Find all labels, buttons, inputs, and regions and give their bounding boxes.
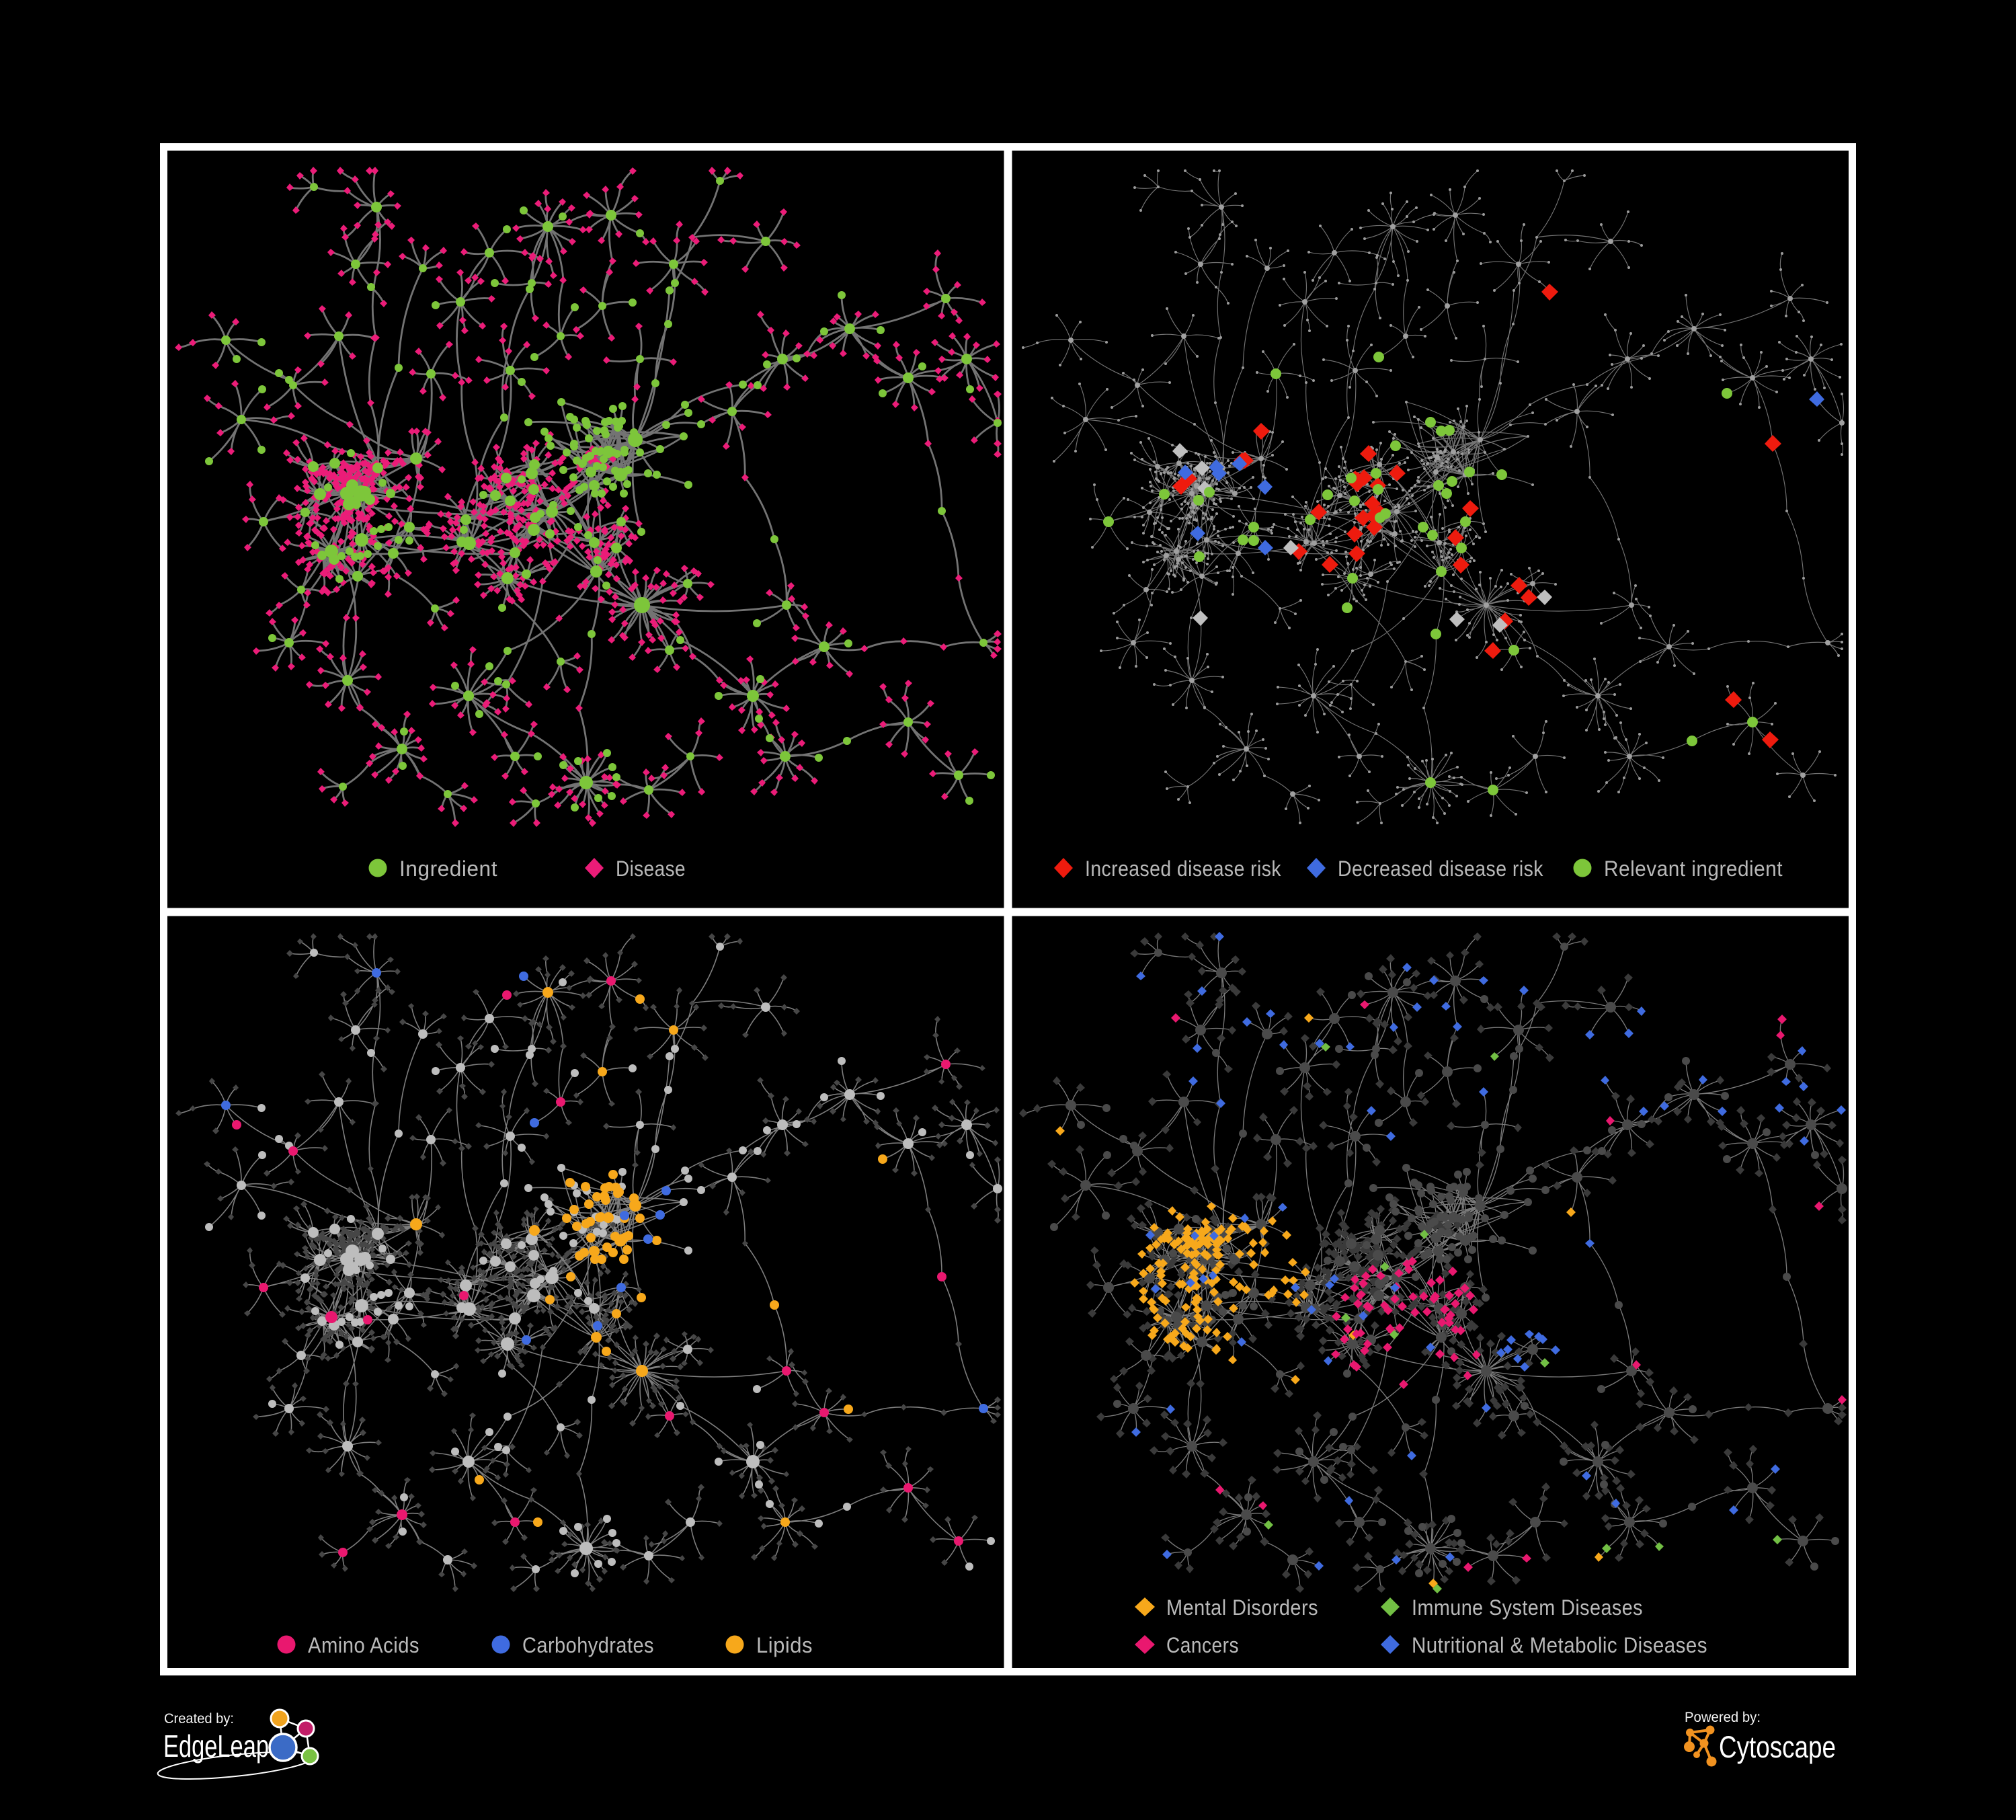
svg-text:Disease: Disease bbox=[616, 857, 686, 881]
svg-text:Carbohydrates: Carbohydrates bbox=[522, 1633, 654, 1657]
svg-text:Powered by:: Powered by: bbox=[1685, 1710, 1761, 1725]
svg-text:Increased disease risk: Increased disease risk bbox=[1085, 857, 1281, 881]
svg-text:Cancers: Cancers bbox=[1166, 1633, 1239, 1657]
svg-text:Relevant ingredient: Relevant ingredient bbox=[1604, 857, 1783, 881]
svg-text:Lipids: Lipids bbox=[756, 1633, 813, 1657]
svg-text:Decreased disease risk: Decreased disease risk bbox=[1338, 857, 1543, 881]
svg-text:Nutritional & Metabolic Diseas: Nutritional & Metabolic Diseases bbox=[1412, 1633, 1707, 1657]
svg-text:Ingredient: Ingredient bbox=[399, 857, 497, 881]
svg-text:Immune System Diseases: Immune System Diseases bbox=[1412, 1595, 1643, 1620]
svg-text:Cytoscape: Cytoscape bbox=[1719, 1730, 1836, 1764]
svg-text:Amino Acids: Amino Acids bbox=[308, 1633, 419, 1657]
svg-text:EdgeLeap: EdgeLeap bbox=[163, 1729, 269, 1764]
svg-text:Created by:: Created by: bbox=[164, 1711, 234, 1727]
svg-text:Mental Disorders: Mental Disorders bbox=[1166, 1595, 1318, 1620]
